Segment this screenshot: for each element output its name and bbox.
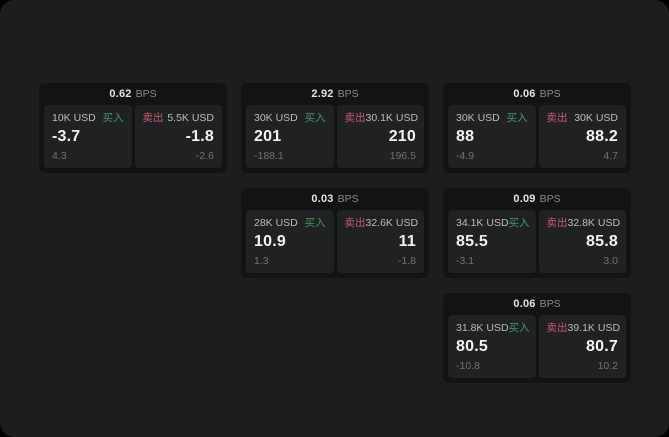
sell-side-label: 卖出 — [344, 112, 366, 124]
buy-panel[interactable]: 34.1K USD 买入 85.5 -3.1 — [448, 210, 536, 273]
buy-price: -3.7 — [52, 128, 81, 145]
buy-side-label: 买入 — [508, 322, 530, 334]
card-header: 0.03 BPS — [246, 188, 424, 210]
sell-delta: 3.0 — [603, 255, 618, 267]
card-header: 0.06 BPS — [448, 293, 626, 315]
bps-unit-label: BPS — [539, 88, 561, 100]
sell-price: 80.7 — [586, 338, 618, 355]
buy-price: 10.9 — [254, 233, 286, 250]
bps-value: 0.03 — [311, 193, 334, 205]
sell-amount: 32.6K USD — [365, 217, 419, 229]
buy-price: 80.5 — [456, 338, 488, 355]
bps-value: 0.62 — [109, 88, 132, 100]
buy-side-label: 买入 — [102, 112, 124, 124]
buy-sell-panels: 34.1K USD 买入 85.5 -3.1 卖出 32.8K USD 85.8… — [448, 210, 626, 273]
sell-panel[interactable]: 卖出 30K USD 88.2 4.7 — [538, 105, 626, 168]
buy-amount: 10K USD — [52, 112, 96, 124]
sell-delta: 4.7 — [603, 150, 618, 162]
quote-card-2: 2.92 BPS 30K USD 买入 201 -188.1 卖出 30.1K … — [241, 83, 429, 173]
buy-amount: 30K USD — [254, 112, 298, 124]
buy-side-label: 买入 — [304, 112, 326, 124]
sell-price: 210 — [388, 128, 416, 145]
sell-amount: 30.1K USD — [365, 112, 419, 124]
buy-side-label: 买入 — [508, 217, 530, 229]
buy-sell-panels: 31.8K USD 买入 80.5 -10.8 卖出 39.1K USD 80.… — [448, 315, 626, 378]
buy-sell-panels: 28K USD 买入 10.9 1.3 卖出 32.6K USD 11 -1.8 — [246, 210, 424, 273]
buy-price: 201 — [254, 128, 282, 145]
buy-delta: -4.9 — [456, 150, 475, 162]
card-header: 0.09 BPS — [448, 188, 626, 210]
bps-value: 0.09 — [513, 193, 536, 205]
card-header: 2.92 BPS — [246, 83, 424, 105]
sell-delta: 196.5 — [389, 150, 416, 162]
bps-unit-label: BPS — [539, 193, 561, 205]
buy-delta: 1.3 — [254, 255, 269, 267]
card-header: 0.62 BPS — [44, 83, 222, 105]
buy-side-label: 买入 — [304, 217, 326, 229]
buy-delta: 4.3 — [52, 150, 67, 162]
buy-panel[interactable]: 28K USD 买入 10.9 1.3 — [246, 210, 334, 273]
quote-card-5: 0.09 BPS 34.1K USD 买入 85.5 -3.1 卖出 32.8K… — [443, 188, 631, 278]
bps-value: 0.06 — [513, 88, 536, 100]
buy-sell-panels: 10K USD 买入 -3.7 4.3 卖出 5.5K USD -1.8 -2.… — [44, 105, 222, 168]
sell-amount: 5.5K USD — [167, 112, 214, 124]
buy-panel[interactable]: 31.8K USD 买入 80.5 -10.8 — [448, 315, 536, 378]
buy-delta: -188.1 — [254, 150, 284, 162]
sell-panel[interactable]: 卖出 5.5K USD -1.8 -2.6 — [134, 105, 222, 168]
buy-delta: -3.1 — [456, 255, 475, 267]
quote-card-4: 0.03 BPS 28K USD 买入 10.9 1.3 卖出 32.6K US… — [241, 188, 429, 278]
buy-sell-panels: 30K USD 买入 88 -4.9 卖出 30K USD 88.2 4.7 — [448, 105, 626, 168]
sell-price: 88.2 — [586, 128, 618, 145]
buy-delta: -10.8 — [456, 360, 480, 372]
bps-unit-label: BPS — [337, 88, 359, 100]
sell-side-label: 卖出 — [142, 112, 164, 124]
sell-delta: -1.8 — [397, 255, 416, 267]
sell-side-label: 卖出 — [546, 322, 568, 334]
sell-amount: 32.8K USD — [567, 217, 621, 229]
sell-side-label: 卖出 — [546, 217, 568, 229]
sell-side-label: 卖出 — [546, 112, 568, 124]
bps-value: 0.06 — [513, 298, 536, 310]
buy-panel[interactable]: 10K USD 买入 -3.7 4.3 — [44, 105, 132, 168]
buy-amount: 28K USD — [254, 217, 298, 229]
sell-panel[interactable]: 卖出 32.8K USD 85.8 3.0 — [538, 210, 626, 273]
buy-price: 85.5 — [456, 233, 488, 250]
sell-price: 11 — [398, 233, 416, 250]
buy-panel[interactable]: 30K USD 买入 88 -4.9 — [448, 105, 536, 168]
bps-unit-label: BPS — [135, 88, 157, 100]
sell-delta: -2.6 — [195, 150, 214, 162]
buy-price: 88 — [456, 128, 475, 145]
sell-panel[interactable]: 卖出 39.1K USD 80.7 10.2 — [538, 315, 626, 378]
buy-amount: 30K USD — [456, 112, 500, 124]
buy-side-label: 买入 — [506, 112, 528, 124]
sell-amount: 30K USD — [574, 112, 618, 124]
bps-unit-label: BPS — [539, 298, 561, 310]
sell-price: -1.8 — [185, 128, 214, 145]
sell-amount: 39.1K USD — [567, 322, 621, 334]
sell-delta: 10.2 — [597, 360, 618, 372]
bps-unit-label: BPS — [337, 193, 359, 205]
quote-card-3: 0.06 BPS 30K USD 买入 88 -4.9 卖出 30K USD — [443, 83, 631, 173]
quote-card-6: 0.06 BPS 31.8K USD 买入 80.5 -10.8 卖出 39.1… — [443, 293, 631, 383]
quote-card-1: 0.62 BPS 10K USD 买入 -3.7 4.3 卖出 5.5K USD — [39, 83, 227, 173]
quote-card-grid: 0.62 BPS 10K USD 买入 -3.7 4.3 卖出 5.5K USD — [39, 83, 631, 383]
sell-panel[interactable]: 卖出 30.1K USD 210 196.5 — [336, 105, 424, 168]
buy-amount: 34.1K USD — [456, 217, 509, 229]
bps-value: 2.92 — [311, 88, 334, 100]
sell-panel[interactable]: 卖出 32.6K USD 11 -1.8 — [336, 210, 424, 273]
card-header: 0.06 BPS — [448, 83, 626, 105]
buy-panel[interactable]: 30K USD 买入 201 -188.1 — [246, 105, 334, 168]
buy-sell-panels: 30K USD 买入 201 -188.1 卖出 30.1K USD 210 1… — [246, 105, 424, 168]
buy-amount: 31.8K USD — [456, 322, 509, 334]
sell-price: 85.8 — [586, 233, 618, 250]
sell-side-label: 卖出 — [344, 217, 366, 229]
